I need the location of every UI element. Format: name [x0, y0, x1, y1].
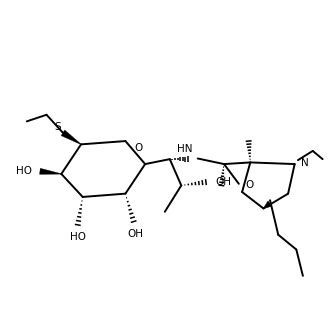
Text: S: S	[55, 122, 61, 132]
Polygon shape	[61, 130, 81, 145]
Polygon shape	[263, 201, 272, 209]
Text: OH: OH	[216, 177, 232, 187]
Text: O: O	[245, 180, 254, 191]
Text: HO: HO	[16, 166, 32, 176]
Polygon shape	[40, 169, 61, 174]
Text: O: O	[135, 143, 143, 153]
Text: N: N	[301, 158, 308, 169]
Text: OH: OH	[127, 229, 143, 239]
Text: HO: HO	[70, 232, 86, 243]
Text: HN: HN	[177, 144, 193, 154]
